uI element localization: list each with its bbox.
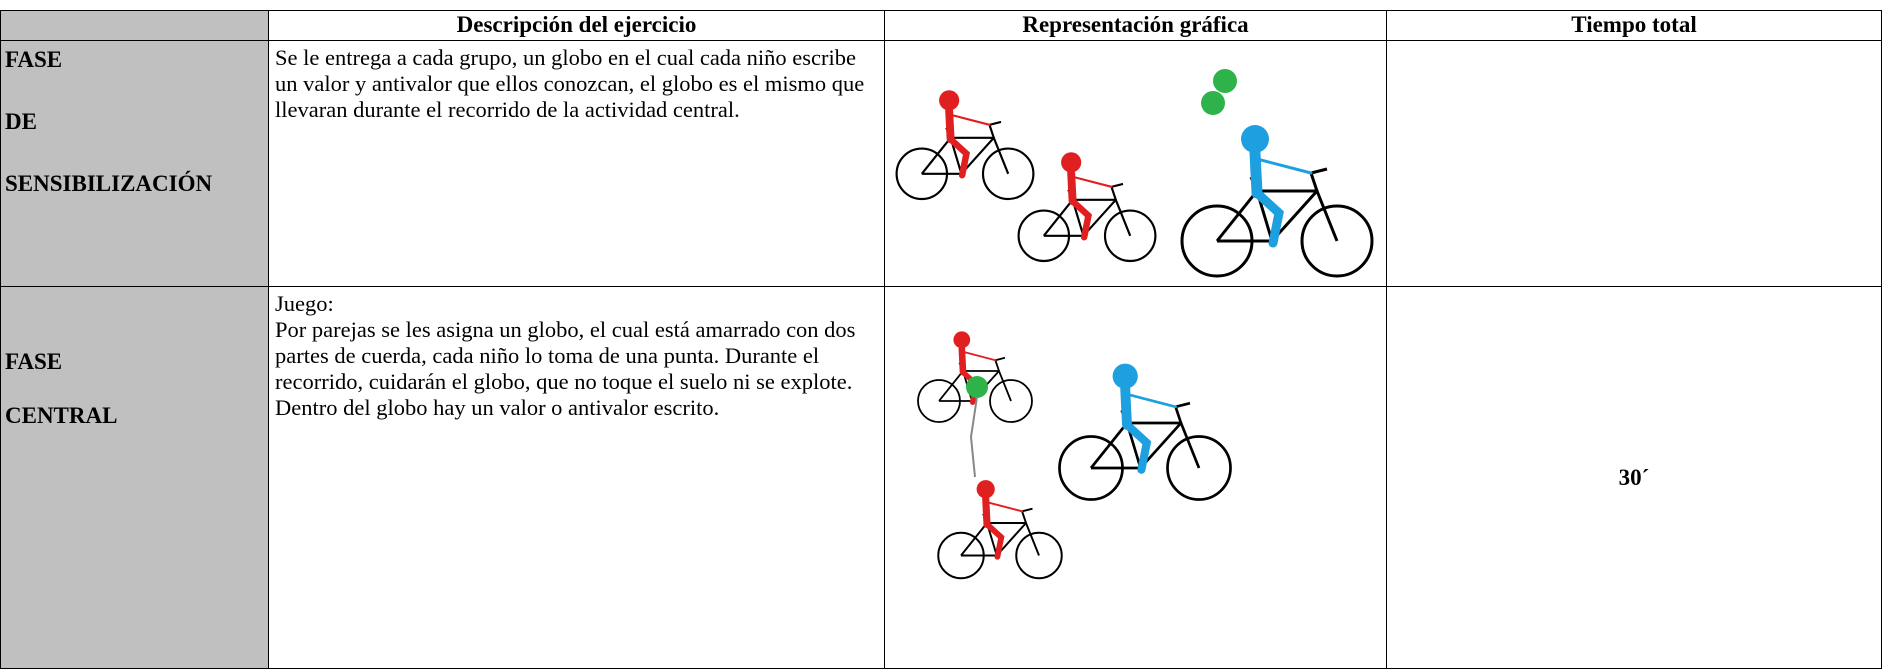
header-cell: Representación gráfica	[884, 10, 1387, 41]
paragraph: Se le entrega a cada grupo, un globo en …	[275, 45, 865, 122]
cyclists-illustration	[895, 69, 1374, 278]
phase-cell: FASE CENTRAL	[0, 286, 269, 669]
phase-line: DE	[5, 109, 37, 134]
time-cell	[1386, 40, 1882, 287]
phase-line: CENTRAL	[5, 403, 118, 428]
paragraph: Por parejas se les asigna un globo, el c…	[275, 317, 856, 394]
time-cell: 30´	[1386, 286, 1882, 669]
paragraph: Dentro del globo hay un valor o antivalo…	[275, 395, 720, 420]
phase-line: FASE	[5, 349, 63, 374]
phase-line: FASE	[5, 47, 63, 72]
phase-cell: FASE DE SENSIBILIZACIÓN	[0, 40, 269, 287]
phase-line: SENSIBILIZACIÓN	[5, 171, 213, 196]
time-text: 30´	[1618, 464, 1650, 490]
header-cell: Tiempo total	[1386, 10, 1882, 41]
cyclists-illustration	[917, 287, 1232, 580]
description-cell: Se le entrega a cada grupo, un globo en …	[268, 40, 885, 287]
paragraph: Juego:	[275, 291, 334, 316]
header-empty	[0, 10, 269, 41]
description-cell: Juego: Por parejas se les asigna un glob…	[268, 286, 885, 669]
header-cell: Descripción del ejercicio	[268, 10, 885, 41]
